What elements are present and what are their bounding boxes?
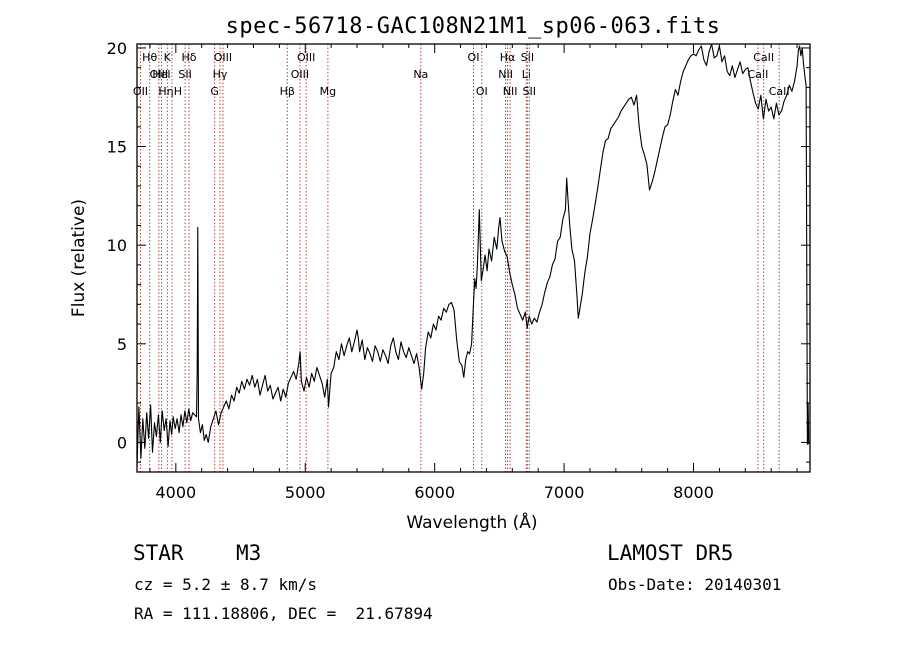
line-label-14-0: Mg (320, 85, 336, 98)
line-label-4-0: K (164, 51, 172, 64)
coordinates: RA = 111.18806, DEC = 21.67894 (134, 604, 433, 623)
line-label-5-0: Hη (158, 85, 173, 98)
line-label-25-0: CaII (753, 51, 774, 64)
line-label-3-0: HeI (152, 68, 170, 81)
line-label-24-0: CaII (748, 68, 769, 81)
x-tick-label-4: 8000 (673, 483, 714, 502)
y-tick-label-1: 5 (117, 335, 127, 354)
line-label-26-0: CaII (769, 85, 790, 98)
x-tick-label-2: 6000 (414, 483, 455, 502)
line-label-20-0: NII (503, 85, 518, 98)
line-label-22-0: SII (521, 51, 534, 64)
line-label-11-0: Hβ (280, 85, 295, 98)
line-label-23-0: SII (523, 85, 536, 98)
line-label-1-0: Hθ (142, 51, 157, 64)
observation-date: Obs-Date: 20140301 (608, 575, 782, 594)
line-label-21-0: Li (522, 68, 531, 81)
x-tick-label-3: 7000 (544, 483, 585, 502)
plot-frame (136, 43, 811, 473)
line-label-12-0: OIII (291, 68, 309, 81)
y-tick-label-4: 20 (107, 39, 127, 58)
y-tick-label-3: 15 (107, 138, 127, 157)
line-label-5-1: H (174, 85, 182, 98)
line-label-19-0: Hα (500, 51, 516, 64)
line-label-13-0: OIII (297, 51, 315, 64)
redshift-velocity: cz = 5.2 ± 8.7 km/s (134, 575, 318, 594)
y-tick-label-0: 0 (117, 433, 127, 452)
line-label-7-0: Hδ (182, 51, 197, 64)
spectrum-series-0 (136, 43, 810, 467)
axis-ticks: 4000 5000 6000 7000 8000 0 5 10 15 20 (107, 39, 810, 502)
y-axis-label: Flux (relative) (69, 199, 89, 317)
line-label-10-0: OIII (214, 51, 232, 64)
line-label-9-0: Hγ (213, 68, 228, 81)
line-label-6-0: SII (178, 68, 191, 81)
x-tick-label-1: 5000 (285, 483, 326, 502)
line-label-18-0: NII (498, 68, 513, 81)
line-label-16-0: OI (468, 51, 480, 64)
line-label-17-0: OI (476, 85, 488, 98)
chart-title: spec-56718-GAC108N21M1_sp06-063.fits (226, 14, 721, 39)
line-label-8-0: G (210, 85, 219, 98)
series-layer (136, 43, 810, 467)
object-subclass: M3 (236, 541, 262, 565)
survey-label: LAMOST DR5 (607, 541, 734, 565)
object-class: STAR (133, 541, 184, 565)
x-axis-label: Wavelength (Å) (406, 511, 537, 533)
y-tick-label-2: 10 (107, 236, 127, 255)
line-label-15-0: Na (413, 68, 428, 81)
line-label-2-0: OIII (150, 68, 168, 81)
x-tick-label-0: 4000 (155, 483, 196, 502)
